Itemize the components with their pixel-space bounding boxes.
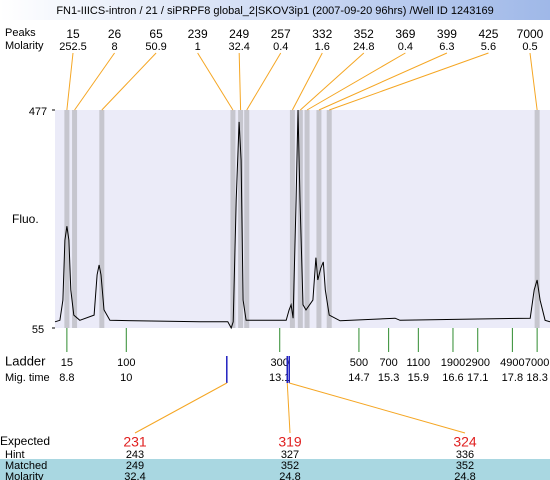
hint-value: 327 (281, 449, 299, 461)
ladder-time: 15.3 (378, 372, 399, 384)
matched-molarity: 24.8 (454, 471, 475, 480)
ladder-time: 10 (120, 372, 132, 384)
peak-size: 369 (395, 27, 415, 41)
matched-value: 352 (281, 460, 299, 472)
y-tick-label: 55 (32, 324, 44, 336)
peak-band (244, 110, 250, 328)
ladder-size: 700 (379, 357, 397, 369)
matched-molarity: 24.8 (279, 471, 300, 480)
matched-molarity: 32.4 (124, 471, 145, 480)
matched-value: 352 (456, 460, 474, 472)
peak-connector (101, 52, 157, 111)
peak-size: 65 (149, 27, 163, 41)
peak-connector (299, 52, 365, 111)
ladder-time: 14.7 (348, 372, 369, 384)
peak-band (99, 110, 105, 328)
expected-value: 319 (278, 434, 302, 450)
ladder-size: 300 (271, 357, 289, 369)
row-label: Molarity (5, 40, 44, 52)
peak-size: 15 (66, 27, 80, 41)
row-label: Hint (5, 449, 25, 461)
peak-molarity: 0.4 (273, 41, 288, 53)
peak-molarity: 5.6 (481, 41, 496, 53)
peak-size: 239 (188, 27, 208, 41)
peak-connector (291, 52, 323, 111)
peak-connector (318, 52, 448, 111)
peak-band (289, 110, 295, 328)
peak-molarity: 24.8 (353, 41, 374, 53)
expected-connector (289, 382, 466, 434)
ladder-time: 8.8 (59, 372, 74, 384)
peak-size: 425 (478, 27, 498, 41)
row-label: Ladder (5, 353, 46, 368)
peak-size: 249 (229, 27, 249, 41)
ladder-size: 2900 (465, 357, 489, 369)
ladder-time: 16.6 (442, 372, 463, 384)
peak-molarity: 0.4 (398, 41, 413, 53)
ladder-time: 17.8 (502, 372, 523, 384)
peak-size: 399 (437, 27, 457, 41)
peak-molarity: 252.5 (59, 41, 87, 53)
peak-molarity: 50.9 (145, 41, 166, 53)
peak-molarity: 1.6 (315, 41, 330, 53)
peak-band (64, 110, 70, 328)
peak-connector (66, 52, 74, 111)
matched-value: 249 (126, 460, 144, 472)
expected-value: 324 (453, 434, 477, 450)
peak-connector (329, 52, 489, 111)
peak-band (230, 110, 236, 328)
peak-band (534, 110, 540, 328)
peak-size: 7000 (517, 27, 544, 41)
ladder-size: 7000 (525, 357, 549, 369)
ladder-time: 17.1 (467, 372, 488, 384)
peak-molarity: 1 (195, 41, 201, 53)
peak-molarity: 32.4 (228, 41, 249, 53)
peak-band (72, 110, 78, 328)
row-label: Molarity (5, 471, 44, 480)
hint-value: 243 (126, 449, 144, 461)
peak-molarity: 0.5 (522, 41, 537, 53)
peak-size: 26 (108, 27, 122, 41)
peak-band (326, 110, 332, 328)
peak-band (316, 110, 322, 328)
peak-connector (529, 52, 538, 111)
peak-size: 332 (312, 27, 332, 41)
peak-connector (197, 52, 234, 111)
ladder-time: 13.1 (269, 372, 290, 384)
hint-value: 336 (456, 449, 474, 461)
peak-connector (246, 52, 282, 111)
peak-connector (306, 52, 406, 111)
ladder-size: 500 (350, 357, 368, 369)
peak-band (304, 110, 310, 328)
ladder-size: 15 (61, 357, 73, 369)
peak-band (238, 110, 244, 328)
matched-band (0, 459, 550, 480)
ladder-size: 100 (117, 357, 135, 369)
ladder-size: 1100 (407, 357, 431, 369)
y-tick-label: 477 (29, 106, 47, 118)
peak-molarity: 6.3 (439, 41, 454, 53)
y-axis-label: Fluo. (12, 212, 39, 226)
ladder-size: 1900 (441, 357, 465, 369)
ladder-time: 15.9 (408, 372, 429, 384)
peak-size: 257 (271, 27, 291, 41)
expected-connector (134, 382, 228, 434)
ladder-time: 18.3 (526, 372, 547, 384)
row-label: Matched (5, 460, 47, 472)
peak-connector (74, 52, 115, 111)
row-label: Mig. time (5, 372, 50, 384)
expected-value: 231 (123, 434, 147, 450)
ladder-size: 4900 (500, 357, 524, 369)
peak-molarity: 8 (111, 41, 117, 53)
row-label: Expected (0, 434, 50, 448)
title: FN1-IIICS-intron / 21 / siPRPF8 global_2… (56, 5, 493, 17)
expected-connector (286, 382, 291, 434)
row-label: Peaks (5, 27, 36, 39)
peak-size: 352 (354, 27, 374, 41)
peak-connector (238, 52, 242, 111)
trace (54, 109, 550, 330)
title-bar (0, 0, 550, 20)
